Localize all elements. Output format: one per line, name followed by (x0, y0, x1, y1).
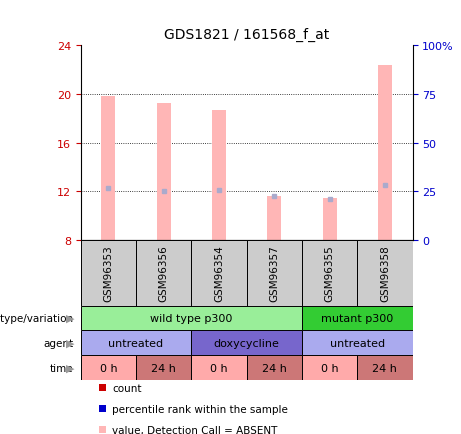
Bar (81, 241, 136, 306)
Bar (378, 66, 392, 241)
Text: 24 h: 24 h (372, 363, 397, 373)
Bar (191, 355, 247, 380)
Text: ▶: ▶ (66, 363, 75, 373)
Bar (302, 331, 413, 355)
Bar (136, 241, 191, 306)
Text: wild type p300: wild type p300 (150, 313, 232, 323)
Text: GSM96356: GSM96356 (159, 245, 169, 302)
Bar (267, 196, 281, 241)
Text: 0 h: 0 h (210, 363, 228, 373)
Text: untreated: untreated (330, 338, 385, 348)
Text: doxycycline: doxycycline (214, 338, 279, 348)
Text: GSM96354: GSM96354 (214, 245, 224, 302)
Text: ▶: ▶ (66, 313, 75, 323)
Text: count: count (112, 383, 142, 393)
Bar (81, 355, 136, 380)
Text: value, Detection Call = ABSENT: value, Detection Call = ABSENT (112, 425, 278, 434)
Text: agent: agent (44, 338, 74, 348)
Bar (191, 331, 302, 355)
Bar (302, 355, 357, 380)
Text: percentile rank within the sample: percentile rank within the sample (112, 404, 288, 414)
Text: GSM96353: GSM96353 (103, 245, 113, 302)
Bar (136, 355, 191, 380)
Bar (302, 241, 357, 306)
Text: GSM96357: GSM96357 (269, 245, 279, 302)
Bar (101, 97, 115, 241)
Bar (81, 306, 302, 331)
Text: GSM96355: GSM96355 (325, 245, 335, 302)
Bar (357, 241, 413, 306)
Bar (191, 241, 247, 306)
Bar (247, 241, 302, 306)
Text: 24 h: 24 h (151, 363, 176, 373)
Text: genotype/variation: genotype/variation (0, 313, 74, 323)
Text: ▶: ▶ (66, 338, 75, 348)
Bar (323, 198, 337, 241)
Bar (302, 306, 413, 331)
Text: time: time (50, 363, 74, 373)
Title: GDS1821 / 161568_f_at: GDS1821 / 161568_f_at (164, 28, 329, 42)
Bar (357, 355, 413, 380)
Bar (157, 104, 171, 241)
Text: 0 h: 0 h (100, 363, 117, 373)
Bar (247, 355, 302, 380)
Text: 0 h: 0 h (321, 363, 338, 373)
Text: untreated: untreated (108, 338, 164, 348)
Bar (212, 110, 226, 241)
Bar (81, 331, 191, 355)
Text: 24 h: 24 h (262, 363, 287, 373)
Text: mutant p300: mutant p300 (321, 313, 393, 323)
Text: GSM96358: GSM96358 (380, 245, 390, 302)
